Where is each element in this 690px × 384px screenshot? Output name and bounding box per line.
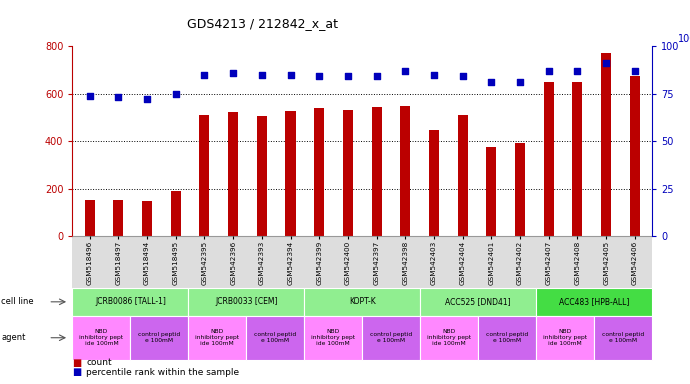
Bar (257, 116, 267, 236)
Bar (113, 200, 124, 236)
Bar (400, 106, 411, 236)
Text: JCRB0086 [TALL-1]: JCRB0086 [TALL-1] (95, 297, 166, 306)
Text: KOPT-K: KOPT-K (349, 297, 375, 306)
Bar (515, 143, 525, 236)
Text: NBD
inhibitory pept
ide 100mM: NBD inhibitory pept ide 100mM (195, 329, 239, 346)
Text: control peptid
e 100mM: control peptid e 100mM (486, 332, 529, 343)
Text: control peptid
e 100mM: control peptid e 100mM (602, 332, 644, 343)
Point (141, 96, 152, 103)
Point (486, 79, 497, 85)
Text: control peptid
e 100mM: control peptid e 100mM (138, 332, 181, 343)
Text: ACC483 [HPB-ALL]: ACC483 [HPB-ALL] (559, 297, 629, 306)
Text: NBD
inhibitory pept
ide 100mM: NBD inhibitory pept ide 100mM (311, 329, 355, 346)
Bar (228, 113, 238, 236)
Point (457, 73, 469, 79)
Text: control peptid
e 100mM: control peptid e 100mM (254, 332, 297, 343)
Bar (486, 147, 496, 236)
Point (428, 71, 440, 78)
Text: percentile rank within the sample: percentile rank within the sample (86, 368, 239, 377)
Bar (343, 110, 353, 236)
Bar (601, 53, 611, 236)
Point (543, 68, 554, 74)
Text: GDS4213 / 212842_x_at: GDS4213 / 212842_x_at (187, 17, 337, 30)
Bar (457, 115, 468, 236)
Point (371, 73, 382, 79)
Text: NBD
inhibitory pept
ide 100mM: NBD inhibitory pept ide 100mM (79, 329, 124, 346)
Point (515, 79, 526, 85)
Text: ■: ■ (72, 367, 81, 377)
Bar (142, 201, 152, 236)
Bar (85, 200, 95, 236)
Text: 100%: 100% (678, 34, 690, 44)
Point (342, 73, 353, 79)
Point (600, 60, 611, 66)
Bar (170, 190, 181, 236)
Point (400, 68, 411, 74)
Point (256, 71, 267, 78)
Bar (286, 111, 295, 236)
Text: control peptid
e 100mM: control peptid e 100mM (370, 332, 413, 343)
Text: NBD
inhibitory pept
ide 100mM: NBD inhibitory pept ide 100mM (543, 329, 587, 346)
Point (629, 68, 640, 74)
Point (170, 91, 181, 97)
Bar (314, 108, 324, 236)
Bar (544, 82, 554, 236)
Bar (429, 130, 439, 236)
Text: cell line: cell line (1, 297, 34, 306)
Text: NBD
inhibitory pept
ide 100mM: NBD inhibitory pept ide 100mM (427, 329, 471, 346)
Point (572, 68, 583, 74)
Bar (630, 76, 640, 236)
Bar (199, 115, 210, 236)
Text: count: count (86, 358, 112, 367)
Text: JCRB0033 [CEM]: JCRB0033 [CEM] (215, 297, 277, 306)
Point (113, 94, 124, 101)
Point (84, 93, 95, 99)
Bar (573, 82, 582, 236)
Bar (372, 107, 382, 236)
Point (285, 71, 296, 78)
Point (228, 70, 239, 76)
Text: ACC525 [DND41]: ACC525 [DND41] (445, 297, 511, 306)
Text: ■: ■ (72, 358, 81, 368)
Point (199, 71, 210, 78)
Point (314, 73, 325, 79)
Text: agent: agent (1, 333, 26, 342)
